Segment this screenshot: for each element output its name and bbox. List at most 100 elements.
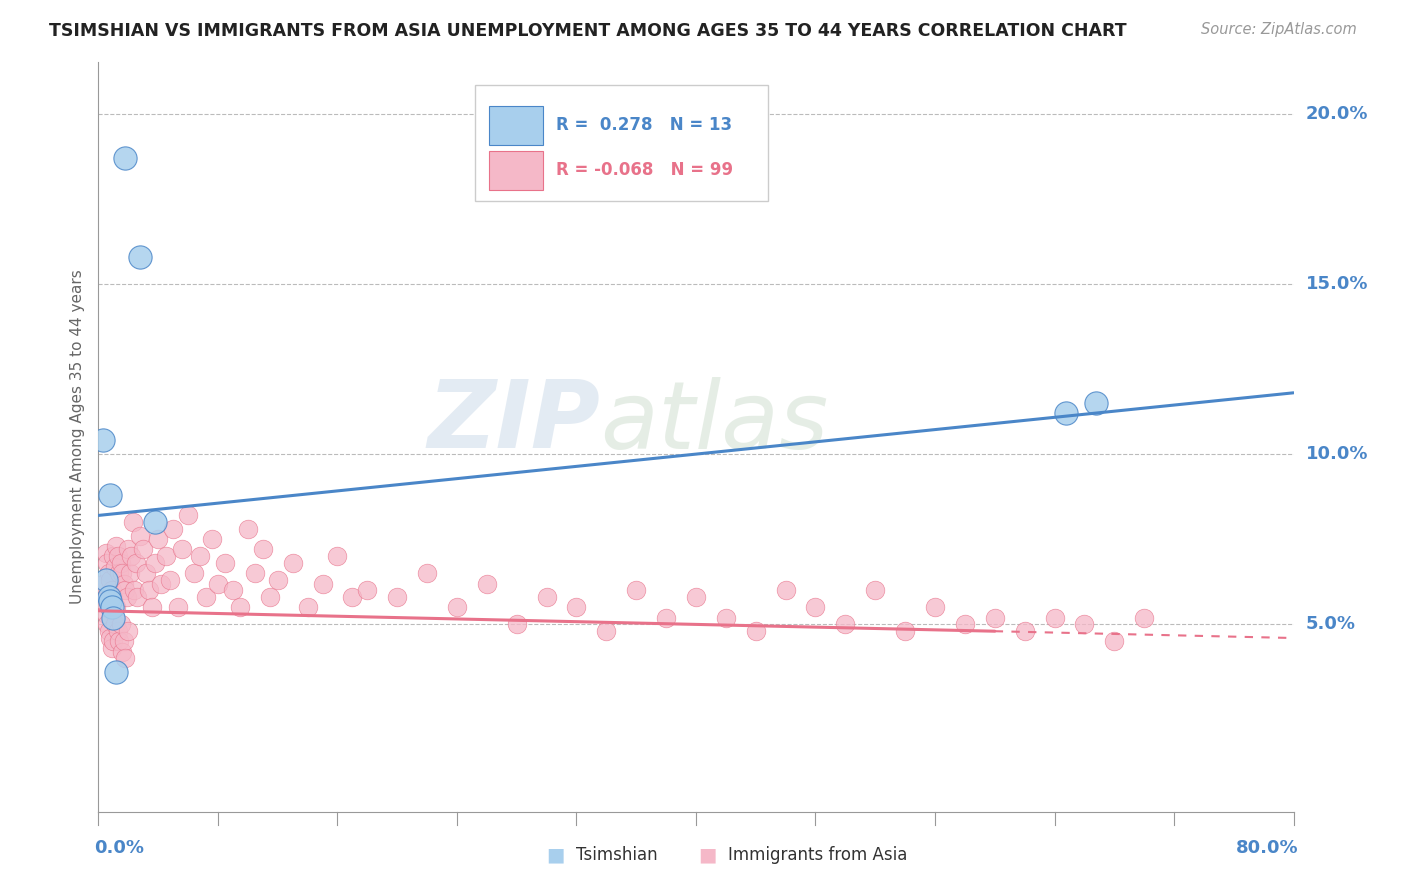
Point — [446, 600, 468, 615]
Point — [775, 583, 797, 598]
Point — [984, 610, 1007, 624]
Point — [107, 549, 129, 564]
Point — [894, 624, 917, 639]
Text: ZIP: ZIP — [427, 376, 600, 468]
Point — [94, 573, 117, 587]
Point — [97, 566, 120, 581]
Point — [132, 542, 155, 557]
Point — [259, 590, 281, 604]
Point — [924, 600, 946, 615]
Point — [236, 522, 259, 536]
Point — [201, 533, 224, 547]
Point — [416, 566, 439, 581]
Point — [117, 624, 139, 639]
Point — [834, 617, 856, 632]
Point — [385, 590, 409, 604]
Point — [117, 542, 139, 557]
Point — [183, 566, 205, 581]
Point — [865, 583, 887, 598]
Text: TSIMSHIAN VS IMMIGRANTS FROM ASIA UNEMPLOYMENT AMONG AGES 35 TO 44 YEARS CORRELA: TSIMSHIAN VS IMMIGRANTS FROM ASIA UNEMPL… — [49, 22, 1126, 40]
Point — [111, 645, 134, 659]
Text: 15.0%: 15.0% — [1306, 275, 1368, 293]
Point — [655, 610, 678, 624]
Point — [97, 624, 120, 639]
Point — [91, 576, 114, 591]
Point — [135, 566, 157, 581]
Point — [953, 617, 976, 632]
Point — [129, 529, 152, 543]
Point — [93, 593, 115, 607]
Point — [214, 556, 236, 570]
Point — [94, 546, 117, 560]
FancyBboxPatch shape — [489, 151, 543, 190]
Point — [506, 617, 529, 632]
Point — [98, 593, 122, 607]
Point — [326, 549, 349, 564]
Point — [342, 590, 364, 604]
Point — [114, 583, 136, 598]
Point — [105, 665, 128, 679]
Point — [110, 556, 132, 570]
Point — [98, 573, 122, 587]
Text: ■: ■ — [546, 845, 565, 864]
Point — [177, 508, 200, 523]
Point — [1043, 610, 1066, 624]
Point — [91, 434, 114, 448]
Point — [595, 624, 617, 639]
Point — [143, 556, 166, 570]
Point — [356, 583, 378, 598]
Text: 0.0%: 0.0% — [94, 839, 143, 857]
Point — [475, 576, 498, 591]
Point — [97, 590, 120, 604]
Point — [107, 624, 129, 639]
Text: Tsimshian: Tsimshian — [576, 846, 658, 863]
Point — [536, 590, 558, 604]
Point — [148, 533, 170, 547]
Point — [103, 590, 125, 604]
Text: atlas: atlas — [600, 376, 828, 467]
Point — [104, 559, 127, 574]
Point — [229, 600, 252, 615]
Point — [311, 576, 333, 591]
Point — [138, 583, 160, 598]
Point — [103, 549, 125, 564]
Point — [96, 617, 118, 632]
Point — [111, 566, 134, 581]
Point — [114, 151, 136, 165]
Point — [98, 631, 122, 645]
Point — [101, 600, 124, 615]
Point — [98, 488, 122, 502]
Point — [1056, 406, 1078, 420]
Point — [105, 539, 128, 553]
Point — [162, 522, 184, 536]
Point — [297, 600, 319, 615]
Point — [101, 583, 124, 598]
Point — [252, 542, 274, 557]
FancyBboxPatch shape — [475, 85, 768, 201]
Point — [159, 573, 181, 587]
Point — [222, 583, 245, 598]
Point — [195, 590, 218, 604]
Text: Source: ZipAtlas.com: Source: ZipAtlas.com — [1201, 22, 1357, 37]
Point — [172, 542, 194, 557]
Point — [104, 617, 127, 632]
Point — [101, 641, 124, 656]
Point — [626, 583, 648, 598]
Point — [565, 600, 588, 615]
Text: R =  0.278   N = 13: R = 0.278 N = 13 — [557, 116, 733, 135]
Point — [685, 590, 707, 604]
Point — [114, 651, 136, 665]
Y-axis label: Unemployment Among Ages 35 to 44 years: Unemployment Among Ages 35 to 44 years — [69, 269, 84, 605]
Point — [112, 576, 135, 591]
Point — [141, 600, 163, 615]
Text: R = -0.068   N = 99: R = -0.068 N = 99 — [557, 161, 734, 179]
Point — [1014, 624, 1036, 639]
Point — [714, 610, 737, 624]
Point — [118, 566, 141, 581]
Point — [1104, 634, 1126, 648]
Point — [1133, 610, 1156, 624]
Point — [121, 515, 143, 529]
Point — [108, 566, 131, 581]
Text: ■: ■ — [697, 845, 717, 864]
Point — [267, 573, 290, 587]
